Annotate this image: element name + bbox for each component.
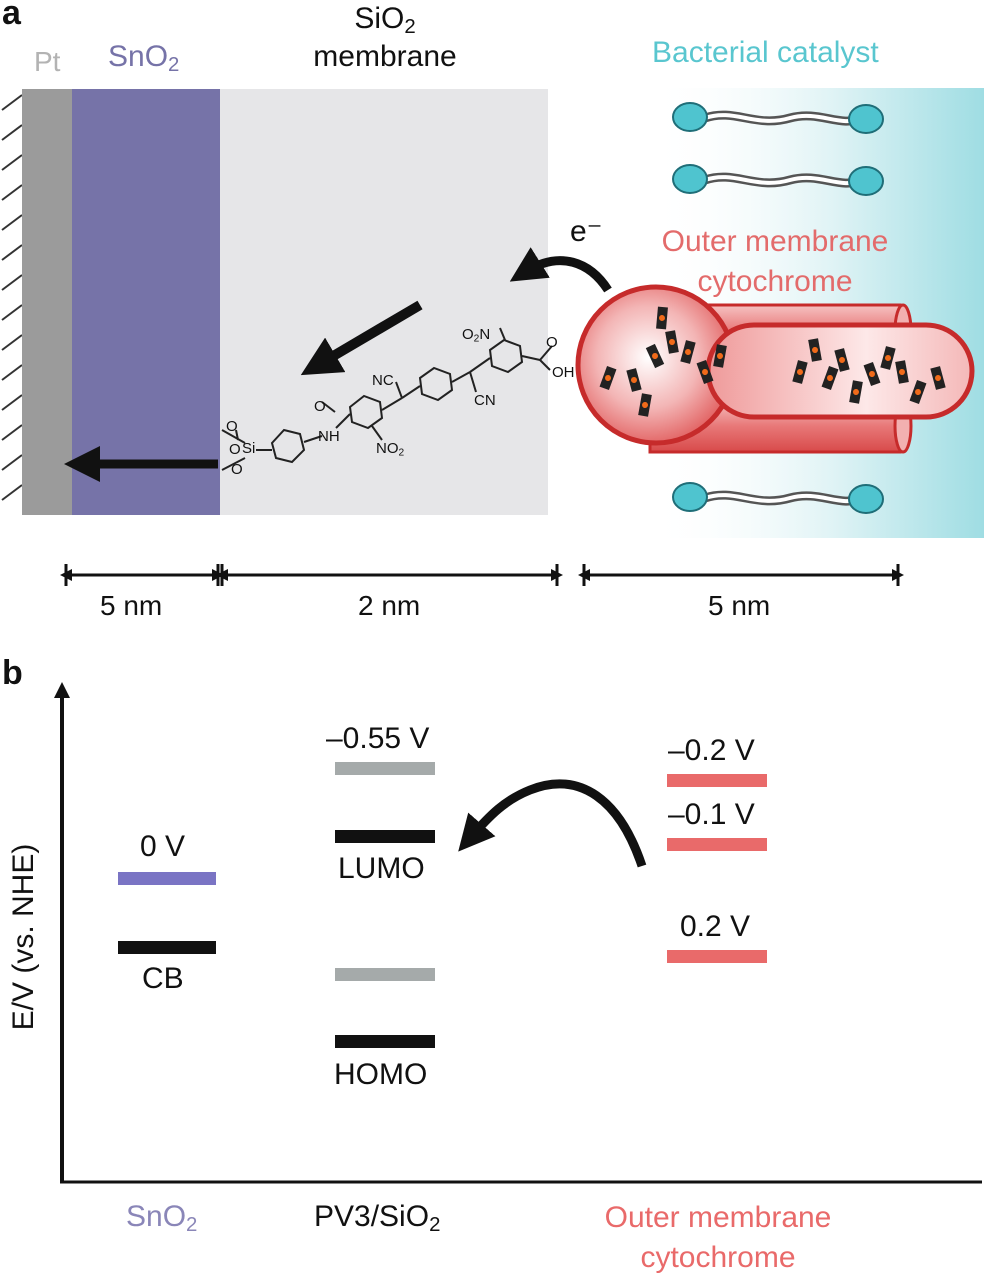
- cytochrome-complex: [575, 284, 975, 454]
- lipid-3: [672, 482, 884, 514]
- atom-nc: NC: [372, 372, 394, 389]
- sno2-layer: [72, 89, 220, 515]
- x-category-pv3: PV3/SiO2: [314, 1200, 441, 1237]
- pv3-excited-level: [335, 762, 435, 775]
- electron-transfer-arrow-diagonal: [300, 300, 423, 376]
- lipid-2: [672, 164, 884, 196]
- bacterial-catalyst-label: Bacterial catalyst: [652, 36, 879, 69]
- cyt-level-0-2: [667, 950, 767, 963]
- lumo-label: LUMO: [338, 852, 425, 885]
- atom-o-amide: O: [314, 398, 326, 415]
- electron-transfer-arrow-curve-a: [509, 247, 612, 293]
- y-axis-label: E/V (vs. NHE): [7, 843, 40, 1031]
- panel-b-label: b: [2, 654, 23, 692]
- atom-o2: O: [229, 441, 241, 458]
- sno2-level-label: 0 V: [140, 830, 186, 863]
- sno2-layer-label: SnO2: [108, 40, 180, 77]
- panel-b: [54, 682, 982, 1184]
- x-category-sno2: SnO2: [126, 1200, 198, 1237]
- cyt-level-label-minus-0-1: –0.1 V: [668, 798, 755, 831]
- dimension-label-sio2: 2 nm: [358, 590, 421, 621]
- cytochrome-label: Outer membrane cytochrome: [661, 225, 889, 298]
- cyt-level-label-minus-0-2: –0.2 V: [668, 734, 755, 767]
- dimension-label-cytochrome: 5 nm: [708, 590, 771, 621]
- heme-groups: [599, 306, 946, 417]
- sno2-cb-level: [118, 941, 216, 954]
- pv3-homo-level: [335, 1035, 435, 1048]
- atom-no2-top: O2N: [462, 326, 491, 345]
- pt-label: Pt: [34, 46, 61, 77]
- electron-transfer-arrow-b: [458, 779, 647, 868]
- atom-o1: O: [226, 418, 238, 435]
- dimension-label-sno2: 5 nm: [100, 590, 163, 621]
- lipid-1: [672, 102, 884, 134]
- sno2-0v-level: [118, 872, 216, 885]
- atom-o3: O: [231, 461, 243, 478]
- cyt-level-minus-0-2: [667, 774, 767, 787]
- x-category-cytochrome: Outer membrane cytochrome: [604, 1201, 832, 1274]
- cyt-level-minus-0-1: [667, 838, 767, 851]
- atom-cn: CN: [474, 392, 496, 409]
- pv3-molecule: [221, 327, 553, 471]
- atom-no2-bottom: NO2: [376, 440, 405, 459]
- pv3-lumo-level: [335, 830, 435, 843]
- panel-a: [1, 88, 984, 538]
- sio2-membrane-label: SiO2 membrane: [313, 2, 457, 73]
- electron-label: e⁻: [570, 215, 603, 248]
- atom-nh: NH: [318, 428, 340, 445]
- electrode-hatching: [1, 94, 23, 501]
- cb-label: CB: [142, 962, 184, 995]
- dimension-bars: [60, 564, 904, 586]
- homo-label: HOMO: [334, 1058, 428, 1091]
- cyt-level-label-0-2: 0.2 V: [680, 910, 751, 943]
- lipid-molecules: [672, 102, 884, 514]
- atom-si: Si: [242, 440, 256, 457]
- pv3-homo-gray-level: [335, 968, 435, 981]
- pv3-top-level-label: –0.55 V: [326, 722, 430, 755]
- pt-layer: [22, 89, 72, 515]
- atom-oh: OH: [552, 364, 575, 381]
- panel-a-label: a: [2, 0, 21, 32]
- atom-o-carbonyl-right: O: [546, 334, 558, 351]
